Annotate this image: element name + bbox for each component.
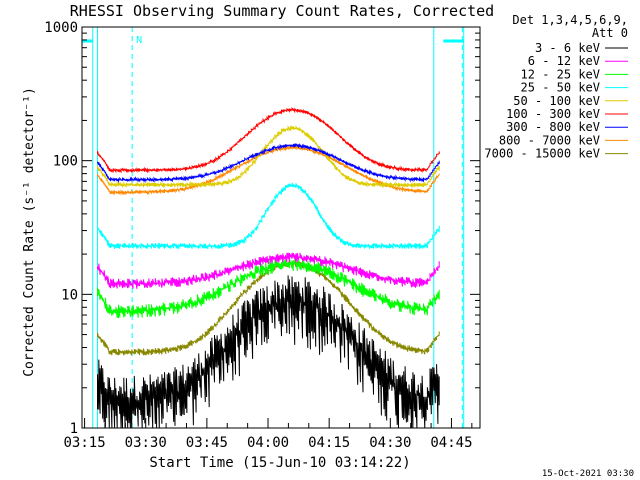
footer-timestamp: 15-Oct-2021 03:30 xyxy=(542,469,634,479)
legend-label-6: 300 - 800 keV xyxy=(506,120,600,134)
series-line-5 xyxy=(97,106,440,174)
marker-label-0: N xyxy=(136,35,142,46)
x-tick-label-6: 04:45 xyxy=(430,435,472,451)
legend-label-1: 6 - 12 keV xyxy=(528,54,600,68)
markers-layer: N xyxy=(82,27,465,428)
x-tick-label-3: 04:00 xyxy=(247,435,289,451)
series-line-3 xyxy=(97,182,440,251)
series-layer xyxy=(97,106,440,429)
series-line-0 xyxy=(97,275,440,429)
y-tick-label-0: 1 xyxy=(70,421,78,437)
series-line-2 xyxy=(97,257,440,319)
x-tick-label-0: 03:15 xyxy=(64,435,106,451)
x-tick-label-1: 03:30 xyxy=(125,435,167,451)
legend-label-7: 800 - 7000 keV xyxy=(499,133,600,147)
legend-label-2: 12 - 25 keV xyxy=(521,67,600,81)
legend-header-1: Det 1,3,4,5,6,9, xyxy=(512,13,628,27)
legend-label-3: 25 - 50 keV xyxy=(521,81,600,95)
legend-header-2: Att 0 xyxy=(592,26,628,40)
y-tick-label-2: 100 xyxy=(53,154,78,170)
x-tick-label-4: 04:15 xyxy=(308,435,350,451)
y-tick-label-1: 10 xyxy=(61,287,78,303)
y-tick-label-3: 1000 xyxy=(44,20,78,36)
x-axis-label: Start Time (15-Jun-10 03:14:22) xyxy=(149,455,410,471)
legend-label-4: 50 - 100 keV xyxy=(513,94,600,108)
plot-frame xyxy=(81,26,481,429)
chart-title: RHESSI Observing Summary Count Rates, Co… xyxy=(70,2,494,20)
legend-label-5: 100 - 300 keV xyxy=(506,107,600,121)
ticks-layer: 03:15 03:30 03:45 04:00 04:15 04:30 04:45 1 10 10… xyxy=(44,20,480,451)
series-line-4 xyxy=(97,124,440,189)
y-axis-label: Corrected Count Rate (s⁻¹ detector⁻¹) xyxy=(22,87,37,377)
legend-label-8: 7000 - 15000 keV xyxy=(484,147,600,161)
x-tick-label-2: 03:45 xyxy=(186,435,228,451)
x-tick-label-5: 04:30 xyxy=(369,435,411,451)
legend-label-0: 3 - 6 keV xyxy=(535,41,600,55)
series-line-1 xyxy=(97,252,440,289)
series-line-6 xyxy=(97,142,440,184)
